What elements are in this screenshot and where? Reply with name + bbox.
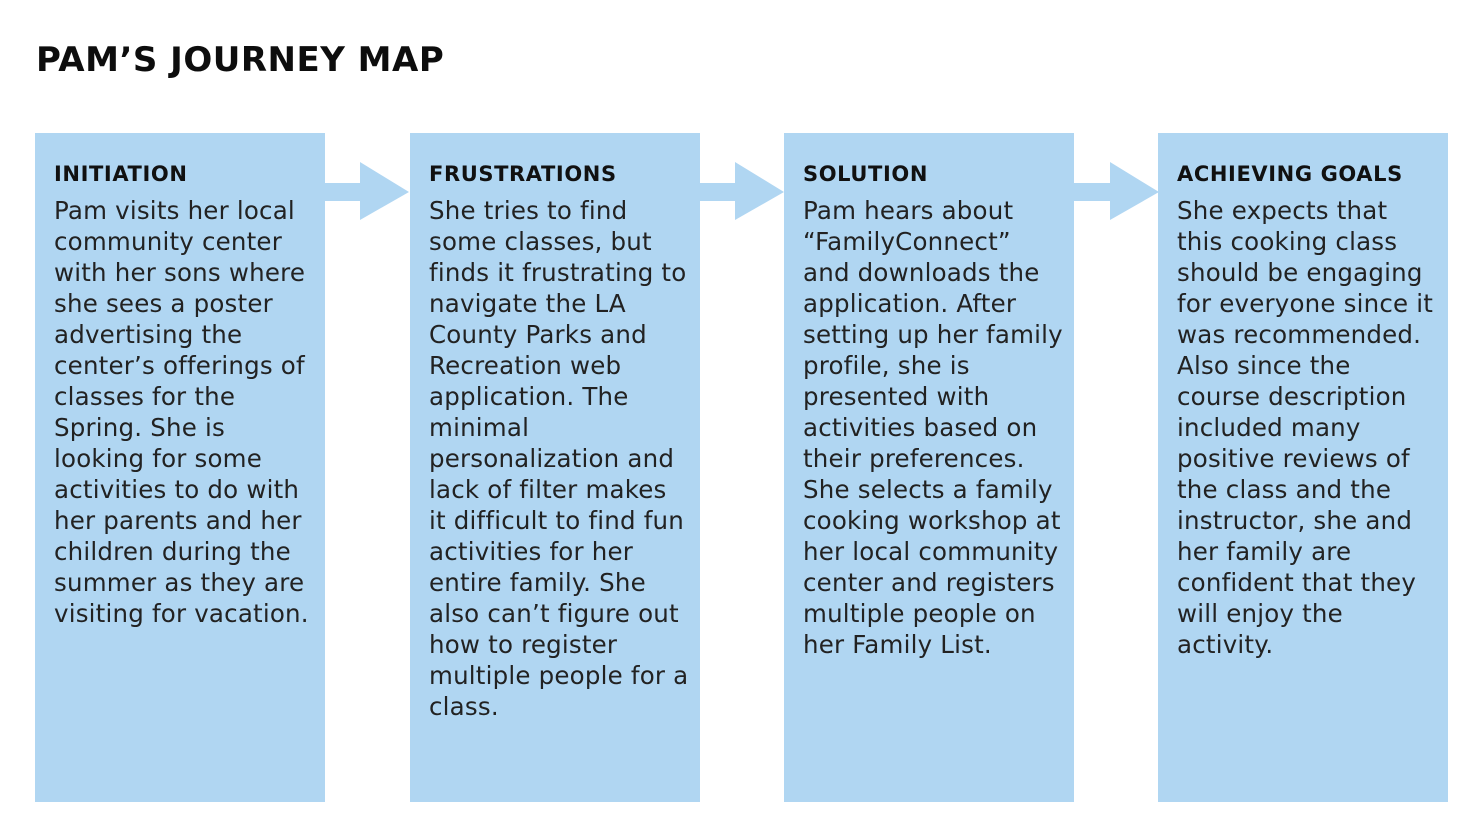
stage-card-achieving-goals: ACHIEVING GOALS She expects that this co… [1158, 133, 1448, 802]
stage-heading: SOLUTION [803, 162, 929, 186]
stage-heading: INITIATION [54, 162, 188, 186]
right-arrow-icon [1072, 162, 1159, 220]
stage-card-frustrations: FRUSTRATIONS She tries to find some clas… [410, 133, 700, 802]
stage-card-solution: SOLUTION Pam hears about “FamilyConnect”… [784, 133, 1074, 802]
stage-heading: ACHIEVING GOALS [1177, 162, 1403, 186]
stage-body: Pam hears about “FamilyConnect” and down… [803, 196, 1063, 659]
stage-body: She expects that this cooking class shou… [1177, 196, 1434, 659]
right-arrow-icon [322, 162, 409, 220]
page-title: PAM’S JOURNEY MAP [36, 40, 445, 80]
stage-body: She tries to find some classes, but find… [429, 196, 689, 721]
stage-card-initiation: INITIATION Pam visits her local communit… [35, 133, 325, 802]
right-arrow-icon [697, 162, 784, 220]
stage-heading: FRUSTRATIONS [429, 162, 617, 186]
stage-body: Pam visits her local community center wi… [54, 196, 309, 628]
